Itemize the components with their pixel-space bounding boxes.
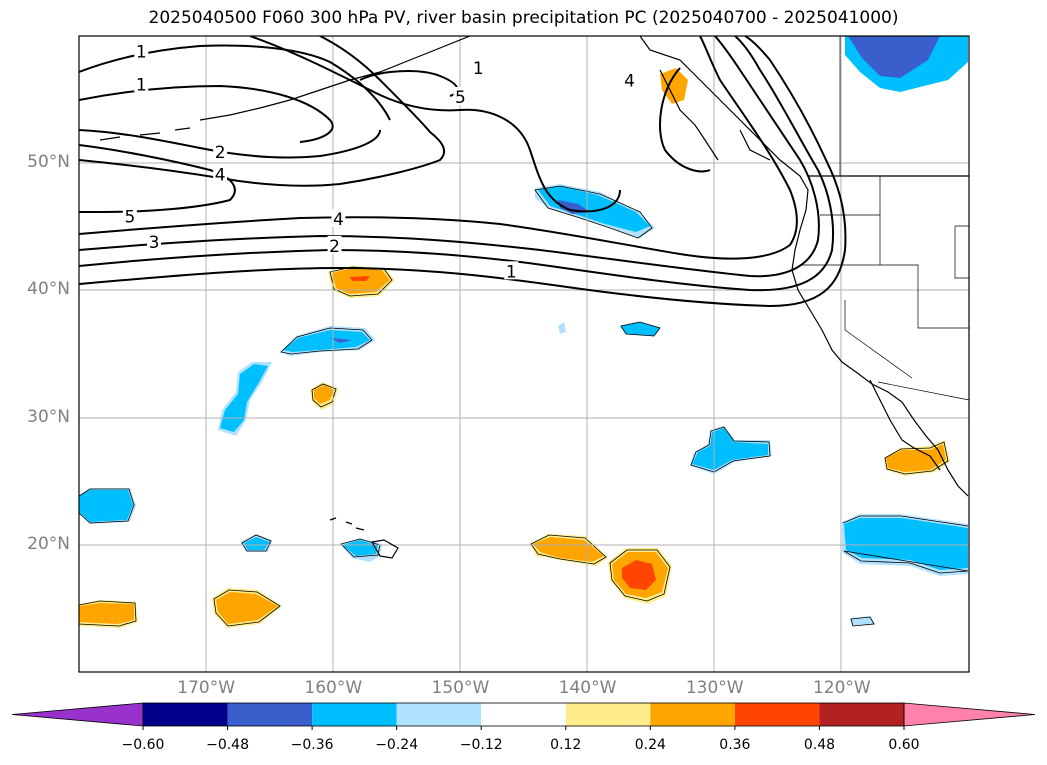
pv-label-background: [213, 164, 228, 183]
gridlines: [79, 36, 969, 672]
pv-contour-label: 1: [473, 59, 484, 79]
pv-label-background: [134, 41, 149, 60]
latitude-tick-label: 50°N: [27, 152, 70, 173]
latitude-tick-label: 40°N: [27, 279, 70, 300]
latitude-tick-label: 20°N: [27, 533, 70, 554]
longitude-tick-label: 120°W: [812, 678, 871, 698]
pv-contour-label: 2: [329, 237, 340, 257]
colorbar-tick-label: −0.24: [375, 737, 419, 753]
longitude-tick-label: 170°W: [177, 678, 236, 698]
pv-contour-label: 4: [333, 210, 344, 230]
colorbar-segment: [734, 703, 820, 726]
colorbar-tick-label: −0.36: [290, 737, 334, 753]
colorbar-extend-low: [11, 702, 144, 727]
colorbar-segment: [481, 703, 566, 726]
colorbar-segment: [312, 703, 397, 726]
pv-contour-label: 5: [455, 88, 466, 108]
precip-shading: [79, 36, 968, 628]
pv-label-background: [213, 141, 228, 160]
pv-contour-label: 3: [149, 233, 160, 253]
colorbar-tick-label: 0.36: [719, 737, 751, 753]
pv-label-background: [331, 209, 346, 228]
pv-label-background: [471, 57, 486, 76]
pv-contour-label: 1: [136, 75, 147, 95]
colorbar-tick-label: −0.48: [206, 737, 249, 753]
colorbar-tick-label: 0.24: [634, 737, 666, 753]
colorbar-segment: [650, 703, 735, 726]
pv-label-background: [147, 232, 162, 251]
colorbar-segment: [227, 703, 313, 726]
colorbar-segment: [819, 703, 904, 726]
colorbar-segment: [396, 703, 482, 726]
pv-label-background: [327, 235, 342, 254]
colorbar-segment: [143, 703, 228, 726]
colorbar-tick-label: −0.12: [459, 737, 503, 753]
longitude-tick-label: 130°W: [685, 678, 744, 698]
coastlines: [99, 36, 969, 559]
pv-label-background: [504, 261, 519, 280]
colorbar-tick-label: 0.48: [803, 737, 836, 753]
longitude-tick-label: 140°W: [558, 678, 617, 698]
pv-label-background: [134, 74, 149, 93]
pv-contours: [79, 36, 847, 308]
pv-label-background: [122, 206, 137, 225]
pv-label-background: [622, 70, 637, 89]
longitude-tick-label: 150°W: [431, 678, 490, 698]
pv-contour-label: 4: [215, 166, 226, 186]
colorbar: [11, 702, 1036, 730]
latitude-tick-label: 30°N: [27, 406, 70, 427]
colorbar-segment: [565, 703, 651, 726]
pv-contour-label: 5: [124, 208, 135, 228]
precip-outlines: [79, 185, 969, 627]
pv-contour-label: 1: [136, 42, 147, 62]
pv-contour-label: 4: [624, 72, 635, 92]
pv-label-background: [453, 87, 468, 106]
map-frame: [78, 35, 970, 673]
colorbar-tick-label: 0.60: [888, 737, 920, 753]
colorbar-extend-high: [903, 702, 1036, 727]
longitude-tick-label: 160°W: [304, 678, 363, 698]
colorbar-outline: [142, 702, 905, 727]
colorbar-tick-label: −0.60: [121, 737, 165, 753]
pv-contour-label: 1: [506, 262, 517, 282]
plot-title: 2025040500 F060 300 hPa PV, river basin …: [148, 8, 899, 28]
pv-contour-label: 2: [215, 143, 226, 163]
colorbar-tick-label: 0.12: [550, 737, 582, 753]
